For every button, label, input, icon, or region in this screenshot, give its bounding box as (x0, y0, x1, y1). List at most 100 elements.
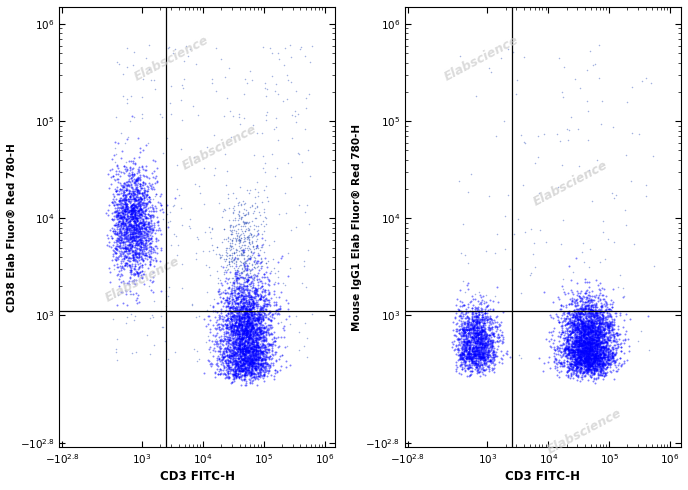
Point (574, 359, 585, 367)
Point (239, 339, 250, 347)
Point (208, 302, 219, 310)
Point (236, 288, 247, 296)
Point (247, 324, 258, 332)
Point (244, 186, 255, 194)
Point (129, 255, 140, 263)
Point (598, 359, 609, 367)
Point (251, 242, 262, 249)
Point (588, 358, 599, 366)
Point (139, 228, 150, 236)
Point (120, 242, 131, 250)
Point (242, 338, 253, 345)
Point (583, 359, 594, 367)
Point (215, 305, 226, 313)
Point (128, 243, 139, 250)
Point (258, 366, 269, 374)
Point (236, 375, 247, 383)
Point (228, 307, 239, 315)
Point (581, 326, 592, 334)
Point (558, 316, 569, 324)
Point (135, 235, 146, 243)
Point (252, 338, 264, 346)
Point (594, 339, 605, 346)
Point (593, 362, 604, 369)
Point (254, 354, 265, 362)
Point (241, 322, 252, 330)
Point (575, 323, 586, 331)
Point (237, 360, 248, 368)
Point (114, 217, 125, 225)
Point (248, 359, 259, 367)
Point (572, 318, 583, 326)
Point (608, 298, 619, 306)
Point (171, 161, 182, 169)
Point (138, 188, 149, 196)
Point (248, 338, 259, 346)
Point (464, 322, 475, 330)
Point (576, 322, 587, 330)
Point (577, 319, 588, 327)
Point (127, 214, 138, 222)
Point (222, 298, 233, 306)
Point (585, 361, 596, 368)
Point (253, 284, 264, 292)
Point (118, 200, 129, 208)
Point (475, 333, 486, 341)
Point (144, 240, 155, 247)
Point (252, 350, 264, 358)
Point (228, 371, 239, 379)
Point (116, 187, 127, 195)
Point (220, 296, 231, 304)
Point (577, 346, 588, 354)
Point (128, 276, 139, 284)
Point (601, 360, 612, 368)
Point (585, 345, 596, 353)
Point (249, 314, 260, 321)
Point (580, 325, 591, 333)
Point (148, 220, 159, 227)
Point (588, 369, 599, 377)
Point (130, 241, 141, 248)
Point (242, 317, 253, 325)
Point (122, 186, 133, 194)
Point (243, 319, 254, 327)
Point (599, 351, 610, 359)
Point (592, 374, 603, 382)
Point (251, 346, 262, 354)
Point (255, 334, 266, 342)
Point (254, 367, 265, 374)
Point (230, 308, 241, 316)
Point (579, 322, 590, 330)
Point (237, 340, 248, 348)
Point (556, 321, 567, 329)
Point (116, 219, 127, 226)
Point (583, 338, 594, 346)
Point (148, 244, 159, 252)
Point (247, 362, 258, 370)
Point (114, 217, 125, 224)
Point (132, 215, 143, 223)
Point (118, 250, 129, 258)
Point (601, 353, 612, 361)
Point (470, 333, 481, 341)
Point (220, 263, 231, 271)
Point (111, 211, 122, 219)
Point (470, 329, 481, 337)
Point (472, 353, 483, 361)
Point (562, 336, 573, 344)
Point (570, 340, 581, 348)
Point (455, 353, 466, 361)
Point (590, 343, 601, 351)
Point (248, 303, 259, 311)
Point (225, 133, 236, 141)
Point (588, 358, 599, 366)
Point (136, 211, 147, 219)
Point (236, 356, 247, 364)
Point (458, 341, 469, 348)
Point (249, 332, 260, 340)
Point (230, 227, 241, 235)
Point (594, 368, 605, 375)
Point (488, 361, 499, 368)
Point (258, 354, 269, 362)
Point (230, 367, 241, 374)
